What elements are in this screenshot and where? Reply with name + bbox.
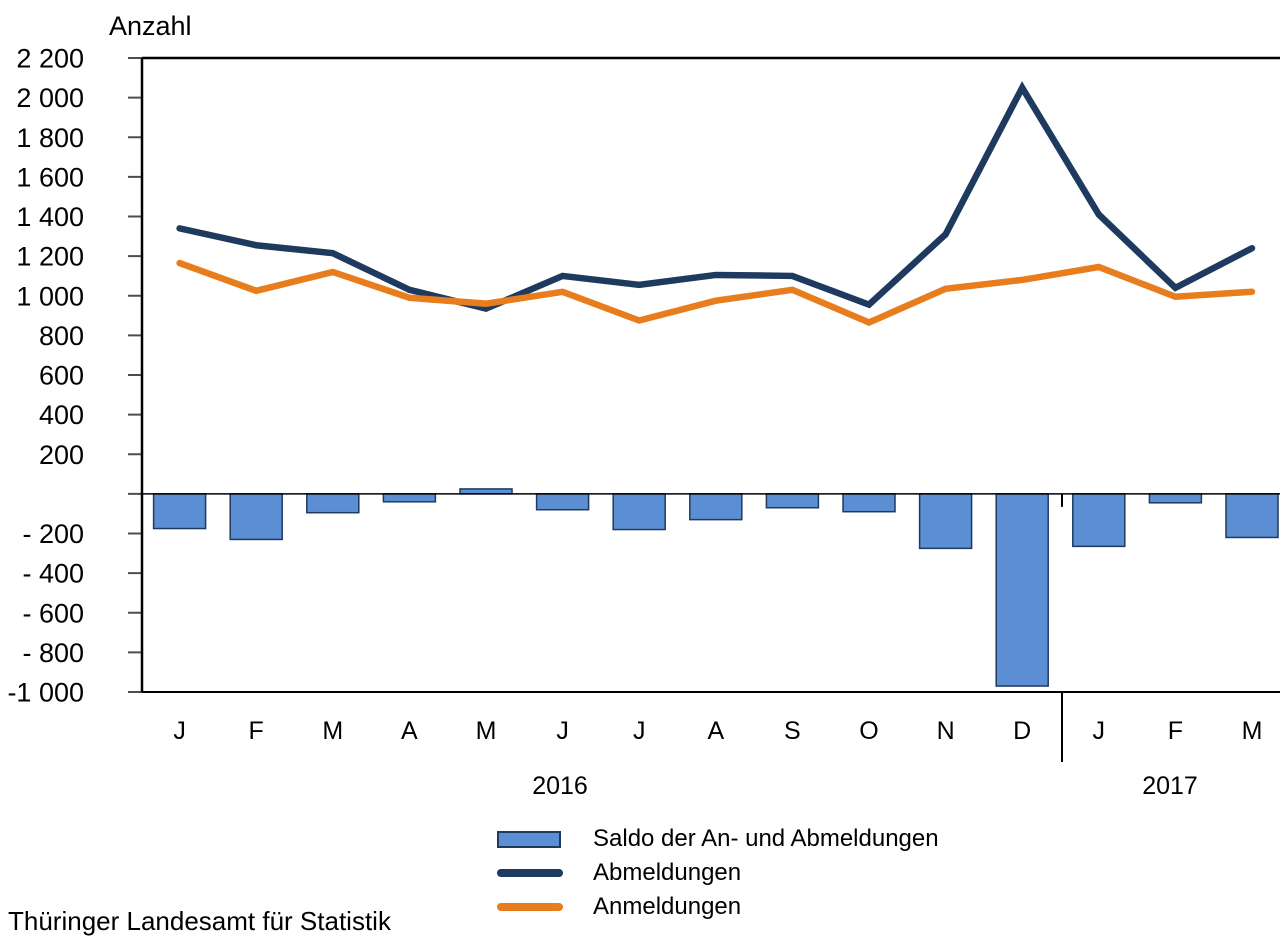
saldo-bar [535,493,590,511]
saldo-bar [1148,493,1203,504]
y-tick-label: 200 [39,440,84,470]
month-label: F [1168,717,1183,745]
month-label: M [322,717,343,745]
saldo-bar [918,493,973,550]
saldo-bar [765,493,820,509]
month-label: J [556,717,569,745]
legend: Saldo der An- und Abmeldungen Abmeldunge… [497,822,939,924]
y-tick-label: - 600 [22,598,84,628]
month-label: A [707,717,724,745]
month-label: O [859,717,878,745]
year-label: 2016 [532,772,588,800]
legend-row-abmeldungen: Abmeldungen [497,856,939,890]
y-tick-label: 600 [39,361,84,391]
abmeldungen-line-swatch [497,869,563,877]
saldo-bar [382,493,437,503]
legend-label-saldo: Saldo der An- und Abmeldungen [593,825,939,852]
y-tick-label: 1 800 [16,123,84,153]
anmeldungen-line-swatch [497,903,563,911]
y-tick-label: 2 200 [16,44,84,74]
month-label: S [784,717,801,745]
y-tick-label: 1 000 [16,281,84,311]
y-tick-label: - 200 [22,519,84,549]
legend-label-abmeldungen: Abmeldungen [593,859,742,886]
month-label: J [1093,717,1106,745]
year-label: 2017 [1142,772,1198,800]
legend-label-anmeldungen: Anmeldungen [593,893,742,920]
source-text: Thüringer Landesamt für Statistik [8,906,391,936]
y-tick-label: 800 [39,321,84,351]
combo-chart: 2 200 2 000 1 800 1 600 1 400 1 200 1 000 800 60… [7,44,1280,800]
month-label: M [476,717,497,745]
month-label: M [1242,717,1263,745]
y-tick-label: - 800 [22,638,84,668]
saldo-bar [612,493,666,531]
abmeldungen-line [176,81,1256,313]
month-label: F [249,717,264,745]
saldo-bar [1072,493,1126,548]
y-tick-label: 1 600 [16,162,84,192]
saldo-bar [842,493,896,513]
y-tick-label: 1 200 [16,242,84,272]
month-label: N [937,717,955,745]
y-tick-label: 400 [39,400,84,430]
month-label: J [633,717,646,745]
saldo-bar-swatch [497,830,561,848]
y-tick-label: 2 000 [16,83,84,113]
y-axis-title: Anzahl [109,11,192,41]
saldo-bar [1225,493,1279,539]
anmeldungen-line [176,259,1256,327]
month-label: D [1013,717,1031,745]
y-tick-label: - 400 [22,559,84,589]
y-tick-label: 1 400 [16,202,84,232]
y-tick-label: -1 000 [7,678,84,708]
saldo-bar [229,493,283,541]
saldo-bar [689,493,743,521]
legend-row-saldo: Saldo der An- und Abmeldungen [497,822,939,856]
saldo-bar [306,493,360,514]
legend-row-anmeldungen: Anmeldungen [497,890,939,924]
month-label: A [401,717,418,745]
saldo-bar [152,493,207,530]
saldo-bar [995,493,1049,687]
month-label: J [173,717,186,745]
